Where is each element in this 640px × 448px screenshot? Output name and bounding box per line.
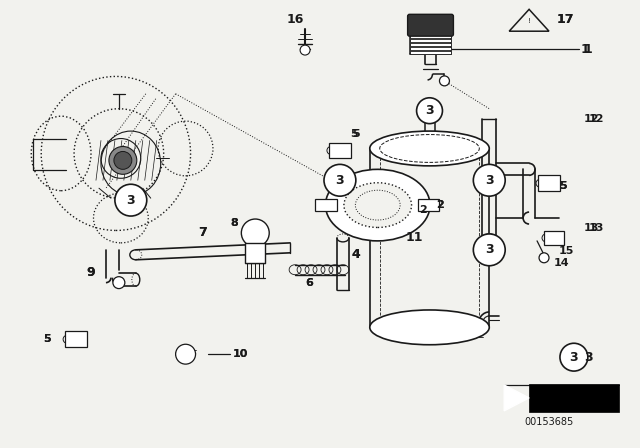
Circle shape (115, 184, 147, 216)
Text: 10: 10 (232, 349, 248, 359)
Text: 5: 5 (44, 334, 51, 344)
Circle shape (560, 343, 588, 371)
Circle shape (417, 98, 442, 124)
Text: 3: 3 (584, 351, 593, 364)
Text: 11: 11 (406, 232, 423, 245)
Circle shape (324, 164, 356, 196)
Circle shape (175, 344, 196, 364)
Bar (410, 47, 451, 50)
Polygon shape (504, 385, 529, 411)
Text: 3: 3 (425, 104, 434, 117)
Circle shape (536, 179, 544, 187)
Circle shape (539, 253, 549, 263)
Text: 12: 12 (584, 114, 599, 124)
Text: 5: 5 (44, 334, 51, 344)
Text: 5: 5 (350, 129, 358, 138)
Text: 12: 12 (589, 114, 604, 124)
Circle shape (241, 219, 269, 247)
Text: 5: 5 (559, 181, 566, 191)
Ellipse shape (326, 169, 430, 241)
Ellipse shape (114, 151, 132, 169)
Text: 4: 4 (352, 248, 360, 261)
Bar (329, 142, 351, 159)
Circle shape (474, 164, 505, 196)
Text: 5: 5 (352, 129, 360, 138)
Text: 3: 3 (127, 194, 135, 207)
Circle shape (474, 234, 505, 266)
Text: 2: 2 (436, 200, 444, 210)
Text: 3: 3 (570, 351, 578, 364)
Ellipse shape (370, 310, 489, 345)
Bar (65, 332, 87, 347)
Text: 13: 13 (589, 223, 604, 233)
Bar (410, 35, 451, 38)
Circle shape (327, 146, 335, 155)
Ellipse shape (370, 131, 489, 166)
Circle shape (542, 234, 550, 242)
Text: 14: 14 (554, 258, 570, 268)
Bar (245, 243, 265, 263)
Ellipse shape (355, 190, 400, 220)
Text: 9: 9 (86, 266, 95, 279)
Text: 3: 3 (485, 174, 493, 187)
Circle shape (440, 76, 449, 86)
Text: 00153685: 00153685 (524, 417, 573, 427)
Bar (538, 175, 560, 191)
Text: 6: 6 (305, 278, 313, 288)
Bar (410, 43, 451, 46)
Text: 15: 15 (559, 246, 574, 256)
Circle shape (113, 277, 125, 289)
Text: 17: 17 (557, 13, 575, 26)
Bar (529, 384, 619, 412)
Circle shape (300, 45, 310, 55)
Ellipse shape (109, 146, 137, 174)
Bar (544, 231, 564, 245)
Text: 5: 5 (559, 181, 566, 191)
Text: 1: 1 (584, 43, 593, 56)
Text: 6: 6 (305, 278, 313, 288)
Text: !: ! (527, 18, 531, 24)
Text: 2: 2 (420, 205, 428, 215)
Text: 17: 17 (557, 13, 575, 26)
Text: 3: 3 (335, 174, 344, 187)
FancyBboxPatch shape (408, 14, 453, 36)
Text: 1: 1 (581, 43, 589, 56)
Bar (410, 39, 451, 42)
Text: 8: 8 (230, 218, 238, 228)
Text: 13: 13 (584, 223, 599, 233)
Text: 16: 16 (287, 13, 304, 26)
Text: 4: 4 (352, 248, 360, 261)
Bar (417, 199, 440, 211)
Text: 3: 3 (485, 243, 493, 256)
Text: 7: 7 (198, 226, 207, 239)
Bar (410, 51, 451, 54)
Circle shape (426, 21, 435, 29)
Text: 7: 7 (198, 226, 207, 239)
Text: 2: 2 (436, 200, 444, 210)
Text: 9: 9 (86, 266, 95, 279)
Text: 10: 10 (232, 349, 248, 359)
Bar (315, 199, 337, 211)
Text: 8: 8 (230, 218, 238, 228)
Ellipse shape (344, 183, 412, 228)
Circle shape (63, 335, 71, 343)
